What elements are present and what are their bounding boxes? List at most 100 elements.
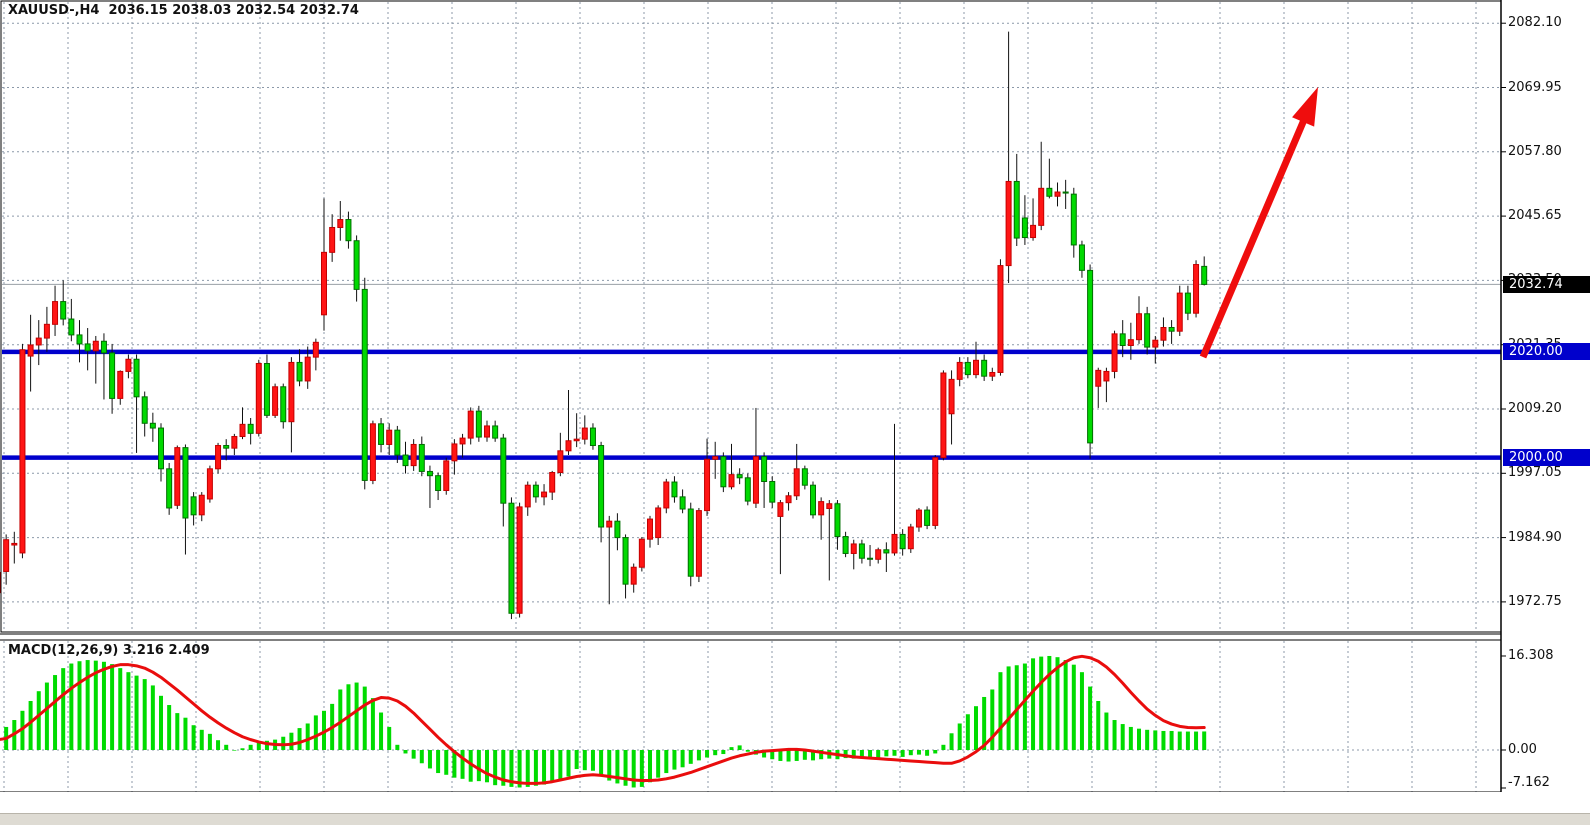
bear-candle bbox=[769, 480, 776, 503]
macd-histogram-bar bbox=[884, 750, 889, 757]
macd-axis-label: 0.00 bbox=[1508, 742, 1537, 757]
macd-histogram-bar bbox=[338, 689, 343, 750]
bull-candle bbox=[932, 457, 939, 526]
macd-histogram-bar bbox=[802, 750, 807, 760]
macd-histogram-bar bbox=[53, 675, 58, 750]
macd-histogram-bar bbox=[460, 750, 465, 779]
macd-histogram-bar bbox=[876, 750, 881, 758]
macd-histogram-bar bbox=[974, 706, 978, 750]
macd-histogram-bar bbox=[93, 660, 98, 750]
macd-histogram-bar bbox=[770, 750, 775, 760]
macd-histogram-bar bbox=[370, 698, 375, 750]
macd-histogram-bar bbox=[134, 675, 139, 750]
macd-histogram-bar bbox=[1104, 712, 1109, 750]
bear-candle bbox=[280, 386, 287, 423]
bear-candle bbox=[1168, 327, 1175, 332]
price-axis-label: 2082.10 bbox=[1508, 15, 1562, 31]
price-axis-label: 1984.90 bbox=[1508, 529, 1562, 545]
trend-arrow-shaft bbox=[1199, 115, 1309, 359]
bull-candle bbox=[3, 539, 10, 572]
bear-candle bbox=[687, 508, 694, 577]
macd-histogram-bar bbox=[427, 750, 432, 769]
macd-histogram-bar bbox=[1088, 686, 1093, 750]
bull-candle bbox=[541, 491, 548, 498]
current-price-tag: 2032.74 bbox=[1503, 275, 1590, 293]
price-axis-label: 2057.80 bbox=[1508, 143, 1562, 159]
bear-candle bbox=[834, 503, 841, 538]
bull-candle bbox=[524, 484, 531, 508]
macd-histogram-bar bbox=[982, 696, 987, 750]
bull-candle bbox=[752, 456, 759, 504]
macd-histogram-bar bbox=[1047, 655, 1052, 750]
macd-histogram-bar bbox=[232, 750, 237, 751]
macd-histogram-bar bbox=[159, 695, 163, 750]
bull-candle bbox=[997, 265, 1004, 373]
macd-histogram-bar bbox=[957, 723, 962, 750]
bull-candle bbox=[826, 503, 833, 509]
bear-candle bbox=[1078, 244, 1085, 271]
bull-candle bbox=[321, 251, 327, 316]
macd-histogram-bar bbox=[175, 713, 180, 750]
bull-candle bbox=[304, 356, 311, 382]
macd-histogram-bar bbox=[444, 750, 449, 775]
macd-histogram-bar bbox=[199, 729, 204, 750]
bear-candle bbox=[1013, 180, 1020, 239]
bull-candle bbox=[565, 440, 572, 452]
bear-candle bbox=[1021, 217, 1028, 239]
bull-candle bbox=[1152, 339, 1159, 348]
bull-candle bbox=[704, 458, 711, 512]
macd-histogram-bar bbox=[411, 750, 416, 759]
macd-histogram-bar bbox=[142, 679, 147, 750]
macd-histogram-bar bbox=[264, 740, 269, 750]
bull-candle bbox=[973, 359, 979, 376]
macd-histogram-bar bbox=[925, 750, 930, 756]
bear-candle bbox=[190, 496, 197, 516]
price-axis-label: 1972.75 bbox=[1508, 593, 1562, 609]
macd-axis-label: 16.308 bbox=[1508, 647, 1554, 663]
macd-histogram-bar bbox=[183, 717, 188, 750]
bear-candle bbox=[435, 475, 442, 491]
macd-histogram-bar bbox=[892, 750, 897, 756]
macd-histogram-bar bbox=[36, 691, 41, 750]
macd-histogram-bar bbox=[167, 705, 172, 750]
bull-candle bbox=[19, 349, 26, 554]
bear-candle bbox=[263, 362, 270, 416]
bear-candle bbox=[182, 447, 189, 519]
macd-histogram-bar bbox=[566, 750, 571, 777]
bull-candle bbox=[125, 358, 132, 372]
bull-candle bbox=[27, 344, 34, 357]
macd-histogram-bar bbox=[240, 748, 245, 750]
macd-histogram-bar bbox=[965, 714, 970, 750]
bear-candle bbox=[1087, 269, 1094, 444]
macd-histogram-bar bbox=[859, 750, 864, 758]
bull-candle bbox=[891, 533, 898, 554]
macd-histogram-bar bbox=[623, 750, 628, 786]
bear-candle bbox=[149, 422, 156, 429]
macd-histogram-bar bbox=[778, 750, 783, 761]
bull-candle bbox=[777, 502, 784, 517]
bull-candle bbox=[451, 443, 458, 462]
bear-candle bbox=[720, 456, 727, 488]
price-axis-label: 2045.65 bbox=[1508, 208, 1562, 224]
bull-candle bbox=[92, 340, 99, 352]
bear-candle bbox=[223, 445, 230, 449]
macd-histogram-bar bbox=[256, 741, 261, 750]
bull-candle bbox=[1030, 224, 1037, 239]
bear-candle bbox=[402, 454, 409, 467]
bear-candle bbox=[614, 520, 621, 539]
macd-histogram-bar bbox=[77, 661, 82, 750]
macd-histogram-bar bbox=[118, 668, 123, 750]
macd-histogram-bar bbox=[786, 750, 791, 762]
bear-candle bbox=[60, 301, 67, 320]
macd-histogram-bar bbox=[44, 682, 49, 750]
time-axis[interactable]: 4 Apr 20236 Apr 20:0012 Apr 08:0017 Apr … bbox=[0, 792, 1590, 813]
bull-candle bbox=[647, 518, 653, 540]
bull-candle bbox=[312, 341, 319, 358]
macd-histogram-bar bbox=[851, 750, 856, 759]
bear-candle bbox=[867, 557, 874, 560]
macd-histogram-bar bbox=[745, 750, 750, 752]
bull-candle bbox=[1127, 339, 1134, 346]
bull-candle bbox=[785, 495, 792, 504]
macd-histogram-bar bbox=[916, 750, 921, 755]
